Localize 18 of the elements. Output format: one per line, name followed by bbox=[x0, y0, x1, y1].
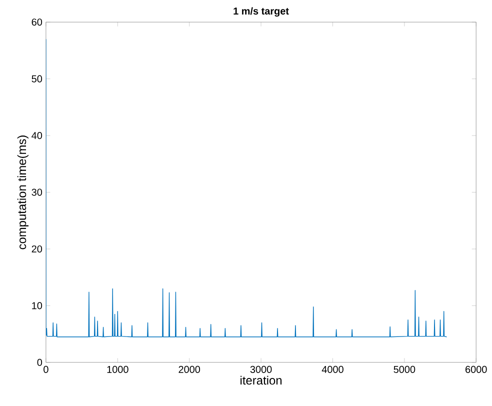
x-axis-title: iteration bbox=[240, 376, 282, 384]
chart-title: 1 m/s target bbox=[234, 7, 289, 16]
x-tick-label: 3000 bbox=[250, 366, 272, 373]
y-tick-label: 50 bbox=[32, 75, 42, 82]
y-tick-label: 10 bbox=[32, 302, 42, 310]
y-tick-label: 0 bbox=[37, 358, 42, 366]
x-tick-label: 5000 bbox=[394, 366, 416, 373]
line-series bbox=[46, 38, 448, 338]
y-tick-label: 40 bbox=[32, 132, 42, 139]
x-tick-label: 6000 bbox=[466, 366, 487, 373]
x-tick-label: 0 bbox=[44, 366, 48, 373]
x-tick-label: 4000 bbox=[322, 366, 344, 373]
y-axis-title: computation time(ms) bbox=[17, 135, 28, 250]
y-tick-label: 30 bbox=[32, 188, 42, 196]
y-tick-label: 20 bbox=[32, 245, 42, 252]
y-tick-label: 60 bbox=[32, 18, 42, 26]
x-tick-label: 2000 bbox=[178, 366, 200, 373]
x-tick-label: 1000 bbox=[107, 366, 128, 373]
